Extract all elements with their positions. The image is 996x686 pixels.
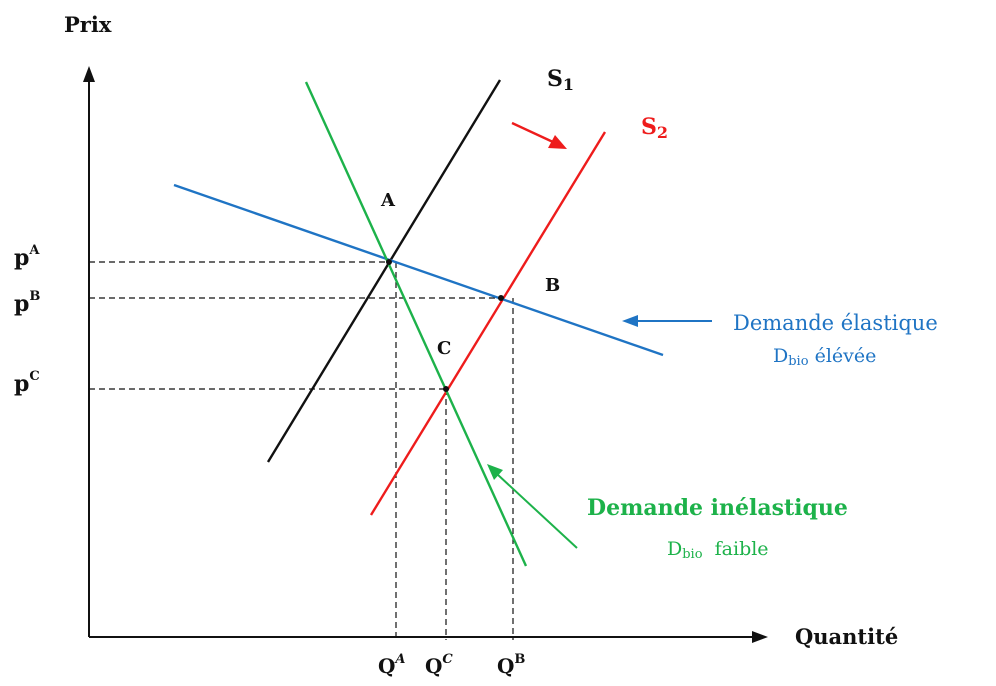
quantity-label-QC: QC (425, 652, 453, 678)
y-axis-arrowhead (83, 66, 95, 82)
x-axis-label: Quantité (795, 624, 898, 649)
quantity-label-QB: QB (497, 652, 525, 678)
x-axis-arrowhead (752, 631, 768, 643)
point-A-marker (386, 259, 392, 265)
point-C-label: C (437, 338, 451, 359)
label-s1: S1 (547, 66, 574, 94)
point-B-label: B (545, 275, 560, 296)
supply-shift-arrow (511, 121, 567, 149)
price-label-pA: pA (14, 243, 40, 271)
price-label-pC: pC (14, 369, 40, 397)
guide-lines (89, 261, 514, 640)
point-A-label: A (380, 190, 396, 211)
point-B-marker (498, 295, 504, 301)
point-C-marker (443, 386, 449, 392)
label-s2: S2 (641, 114, 668, 142)
elastic-annotation-line1: Demande élastique (733, 311, 938, 335)
elastic-annotation-line2: Dbio élévée (773, 345, 876, 369)
elastic-annotation-arrow (622, 315, 712, 327)
supply-curve-s1 (266, 79, 502, 463)
price-label-pB: pB (14, 289, 40, 317)
quantity-label-QA: QA (378, 652, 406, 678)
demand-elastic-curve (173, 183, 664, 357)
supply-curve-s2 (369, 131, 607, 516)
inelastic-annotation-arrow (487, 464, 578, 549)
demand-inelastic-curve (304, 81, 528, 567)
y-axis-label: Prix (64, 12, 112, 37)
inelastic-annotation-line2: Dbio faible (667, 538, 769, 562)
inelastic-annotation-line1: Demande inélastique (587, 495, 848, 521)
